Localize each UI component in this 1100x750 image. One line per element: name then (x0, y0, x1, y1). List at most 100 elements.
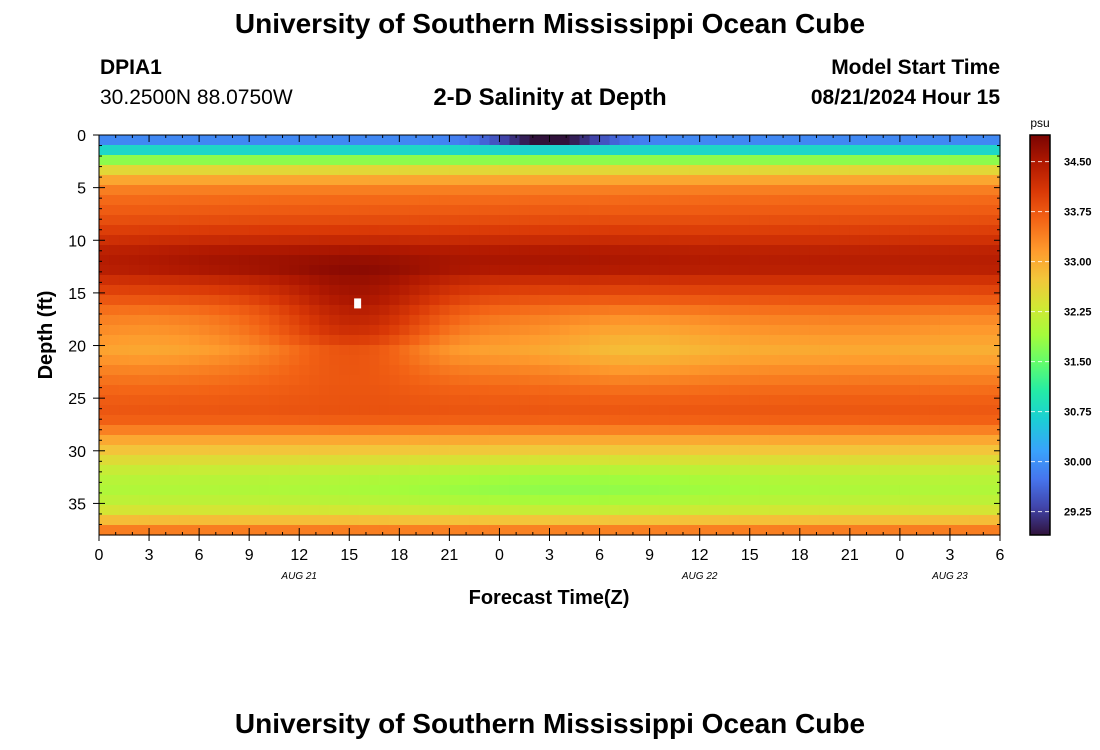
heatmap-cell (819, 385, 831, 396)
heatmap-cell (729, 405, 741, 416)
heatmap-cell (139, 275, 150, 286)
heatmap-cell (359, 505, 370, 516)
heatmap-cell (289, 235, 300, 246)
heatmap-cell (139, 185, 150, 196)
heatmap-cell (909, 255, 921, 266)
heatmap-cell (989, 515, 1001, 526)
heatmap-cell (299, 445, 310, 456)
heatmap-cell (489, 225, 501, 236)
heatmap-cell (229, 485, 240, 496)
heatmap-cell (289, 375, 300, 386)
heatmap-cell (279, 305, 290, 316)
heatmap-cell (409, 525, 420, 536)
heatmap-cell (499, 285, 511, 296)
heatmap-cell (309, 295, 320, 306)
heatmap-cell (499, 225, 511, 236)
heatmap-cell (769, 135, 781, 146)
heatmap-cell (939, 145, 951, 156)
plot-title: 2-D Salinity at Depth (433, 84, 667, 111)
heatmap-cell (419, 285, 430, 296)
heatmap-cell (459, 185, 471, 196)
heatmap-cell (939, 255, 951, 266)
heatmap-cell (579, 155, 591, 166)
heatmap-cell (139, 435, 150, 446)
heatmap-cell (149, 455, 160, 466)
heatmap-cell (359, 305, 370, 316)
heatmap-cell (539, 435, 551, 446)
heatmap-cell (649, 315, 661, 326)
heatmap-cell (959, 445, 971, 456)
heatmap-cell (159, 515, 170, 526)
heatmap-cell (779, 285, 791, 296)
heatmap-cell (319, 245, 330, 256)
heatmap-cell (549, 345, 561, 356)
heatmap-cell (339, 385, 350, 396)
heatmap-cell (859, 155, 871, 166)
heatmap-cell (359, 285, 370, 296)
y-tick-label: 35 (68, 496, 86, 513)
heatmap-cell (289, 165, 300, 176)
heatmap-cell (399, 215, 410, 226)
heatmap-cell (409, 375, 420, 386)
heatmap-cell (479, 315, 491, 326)
heatmap-cell (849, 175, 861, 186)
heatmap-cell (99, 315, 110, 326)
heatmap-cell (539, 365, 551, 376)
heatmap-cell (719, 465, 731, 476)
heatmap-cell (829, 475, 841, 486)
heatmap-cell (439, 315, 450, 326)
heatmap-cell (519, 435, 531, 446)
heatmap-cell (859, 515, 871, 526)
heatmap-cell (309, 175, 320, 186)
heatmap-cell (699, 435, 711, 446)
heatmap-cell (809, 485, 821, 496)
heatmap-cell (759, 365, 771, 376)
heatmap-cell (169, 395, 180, 406)
heatmap-cell (499, 235, 511, 246)
heatmap-cell (739, 365, 751, 376)
heatmap-cell (479, 295, 491, 306)
heatmap-cell (499, 205, 511, 216)
heatmap-cell (849, 155, 861, 166)
heatmap-cell (569, 365, 581, 376)
heatmap-cell (839, 295, 851, 306)
heatmap-cell (239, 405, 250, 416)
heatmap-cell (839, 255, 851, 266)
heatmap-cell (539, 425, 551, 436)
heatmap-cell (709, 255, 721, 266)
heatmap-cell (349, 475, 360, 486)
heatmap-cell (379, 265, 390, 276)
heatmap-cell (649, 485, 661, 496)
heatmap-cell (439, 185, 450, 196)
heatmap-cell (359, 385, 370, 396)
heatmap-cell (759, 455, 771, 466)
heatmap-cell (599, 295, 611, 306)
heatmap-cell (499, 135, 511, 146)
heatmap-cell (759, 215, 771, 226)
heatmap-cell (779, 365, 791, 376)
heatmap-cell (419, 355, 430, 366)
heatmap-cell (109, 275, 120, 286)
heatmap-cell (659, 375, 671, 386)
heatmap-cell (369, 195, 380, 206)
heatmap-cell (159, 305, 170, 316)
heatmap-cell (369, 135, 380, 146)
heatmap-cell (599, 485, 611, 496)
heatmap-cell (509, 205, 521, 216)
heatmap-cell (519, 515, 531, 526)
heatmap-cell (489, 485, 501, 496)
heatmap-cell (569, 295, 581, 306)
heatmap-cell (299, 485, 310, 496)
heatmap-cell (709, 165, 721, 176)
heatmap-cell (929, 245, 941, 256)
heatmap-cell (329, 345, 340, 356)
heatmap-cell (659, 325, 671, 336)
heatmap-cell (279, 225, 290, 236)
heatmap-cell (409, 185, 420, 196)
heatmap-cell (199, 245, 210, 256)
heatmap-cell (719, 225, 731, 236)
heatmap-cell (689, 525, 701, 536)
heatmap-cell (289, 295, 300, 306)
heatmap-cell (359, 245, 370, 256)
heatmap-cell (599, 515, 611, 526)
